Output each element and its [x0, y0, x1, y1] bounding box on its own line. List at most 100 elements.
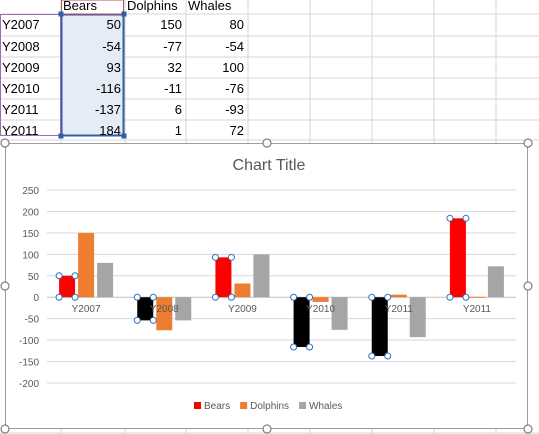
- y-tick-label: 100: [22, 250, 39, 261]
- y-axis[interactable]: 250 200 150 100 50 0 -50 -100 -150 -200: [19, 186, 39, 390]
- bar-selection-handle[interactable]: [133, 316, 141, 324]
- value-cell[interactable]: 150: [160, 17, 182, 32]
- legend-swatch: [240, 402, 248, 409]
- row-label-cell[interactable]: Y2009: [2, 60, 40, 75]
- legend-entry[interactable]: Bears: [204, 401, 230, 412]
- bar-selection-handle[interactable]: [446, 214, 454, 222]
- bar-selection-handle[interactable]: [149, 316, 157, 324]
- value-cell[interactable]: 72: [229, 123, 244, 138]
- selection-handle[interactable]: [121, 133, 127, 139]
- bar-selection-handle[interactable]: [290, 343, 298, 351]
- legend-entry[interactable]: Dolphins: [250, 401, 289, 412]
- bar-selection-handle[interactable]: [71, 272, 79, 280]
- bar-whales[interactable]: [487, 266, 504, 298]
- bar-selection-handle[interactable]: [306, 343, 314, 351]
- bar-selection-handle[interactable]: [211, 253, 219, 261]
- value-cell[interactable]: 32: [167, 60, 182, 75]
- value-cell[interactable]: 6: [174, 102, 182, 117]
- row-label-cell[interactable]: Y2008: [2, 39, 40, 54]
- bar-selection-handle[interactable]: [462, 293, 470, 301]
- value-cell[interactable]: -137: [94, 102, 121, 117]
- y-tick-label: -100: [19, 336, 39, 347]
- y-tick-label: 0: [33, 293, 39, 304]
- bar-dolphins[interactable]: [390, 294, 407, 298]
- value-cell[interactable]: 184: [99, 123, 121, 138]
- selection-handle[interactable]: [121, 11, 127, 17]
- y-tick-label: 50: [28, 272, 40, 283]
- selection-handle[interactable]: [58, 133, 64, 139]
- bar-selection-handle[interactable]: [55, 293, 63, 301]
- bar-selection-handle[interactable]: [462, 214, 470, 222]
- value-cell[interactable]: 1: [174, 123, 182, 138]
- header-cell[interactable]: Whales: [188, 0, 232, 13]
- bar-selection-handle[interactable]: [227, 253, 235, 261]
- value-cell[interactable]: 50: [106, 17, 121, 32]
- bar-selection-handle[interactable]: [306, 293, 314, 301]
- bars[interactable]: [59, 218, 504, 356]
- y-tick-label: -200: [19, 379, 39, 390]
- bar-bears[interactable]: [371, 297, 388, 356]
- bar-whales[interactable]: [175, 297, 192, 321]
- x-tick-label: Y2010: [306, 304, 335, 315]
- bar-chart[interactable]: Chart Title 250 200 150 100 50 0 -50 -100 -150 -2…: [6, 144, 527, 428]
- legend-swatch: [194, 402, 201, 409]
- bar-selection-handle[interactable]: [211, 293, 219, 301]
- bar-selection-handle[interactable]: [71, 293, 79, 301]
- x-axis[interactable]: Y2007 Y2008 Y2009 Y2010 Y2011 Y2011: [72, 304, 492, 315]
- value-cell[interactable]: -116: [95, 81, 121, 96]
- bar-dolphins[interactable]: [78, 232, 95, 298]
- header-cell[interactable]: Dolphins: [127, 0, 178, 13]
- row-label-cell[interactable]: Y2010: [2, 81, 40, 96]
- legend[interactable]: Bears Dolphins Whales: [194, 401, 342, 412]
- bar-selection-handle[interactable]: [149, 293, 157, 301]
- header-cell[interactable]: Bears: [63, 0, 97, 13]
- row-label-highlight: [0, 14, 61, 136]
- bar-selection-handle[interactable]: [384, 352, 392, 360]
- bar-selection-handle[interactable]: [290, 293, 298, 301]
- x-tick-label: Y2008: [150, 304, 179, 315]
- value-cell[interactable]: -11: [164, 81, 182, 96]
- chart-title[interactable]: Chart Title: [233, 157, 306, 174]
- bar-bears[interactable]: [215, 257, 232, 298]
- bar-whales[interactable]: [253, 254, 270, 298]
- bar-dolphins[interactable]: [468, 296, 485, 298]
- bar-whales[interactable]: [331, 297, 348, 330]
- bar-bears[interactable]: [137, 297, 154, 321]
- row-label-cell[interactable]: Y2011: [2, 123, 39, 138]
- bar-selection-handle[interactable]: [368, 352, 376, 360]
- selection-handle[interactable]: [58, 11, 64, 17]
- value-cell[interactable]: 80: [229, 17, 244, 32]
- value-cell[interactable]: -54: [225, 39, 244, 54]
- value-cell[interactable]: -93: [225, 102, 244, 117]
- bar-selection-handle[interactable]: [227, 293, 235, 301]
- legend-entry[interactable]: Whales: [309, 401, 342, 412]
- bar-bears[interactable]: [59, 275, 76, 298]
- bar-whales[interactable]: [409, 297, 426, 338]
- bar-selection-handle[interactable]: [368, 293, 376, 301]
- bar-dolphins[interactable]: [234, 283, 251, 298]
- bar-selection-handle[interactable]: [55, 272, 63, 280]
- chart-container[interactable]: Chart Title 250 200 150 100 50 0 -50 -100 -150 -2…: [5, 143, 528, 429]
- bar-selection-handle[interactable]: [446, 293, 454, 301]
- selection-handles[interactable]: [55, 214, 470, 360]
- bar-selection-handle[interactable]: [133, 293, 141, 301]
- value-cell[interactable]: -54: [102, 39, 121, 54]
- value-cell[interactable]: 93: [106, 60, 121, 75]
- gridlines: [47, 189, 516, 384]
- value-cell[interactable]: 100: [222, 60, 244, 75]
- bar-dolphins[interactable]: [156, 297, 173, 331]
- value-cell[interactable]: -76: [225, 81, 244, 96]
- bar-selection-handle[interactable]: [384, 293, 392, 301]
- row-label-cell[interactable]: Y2007: [2, 17, 40, 32]
- bar-bears[interactable]: [449, 218, 466, 298]
- value-cell[interactable]: -77: [163, 39, 182, 54]
- row-label-cell[interactable]: Y2011: [2, 102, 39, 117]
- header-highlight: [61, 0, 124, 15]
- bar-bears[interactable]: [293, 297, 310, 347]
- x-tick-label: Y2007: [72, 304, 101, 315]
- bar-whales[interactable]: [97, 262, 114, 298]
- selection-fill: [62, 15, 124, 135]
- bar-dolphins[interactable]: [312, 297, 329, 302]
- legend-swatch: [299, 402, 307, 409]
